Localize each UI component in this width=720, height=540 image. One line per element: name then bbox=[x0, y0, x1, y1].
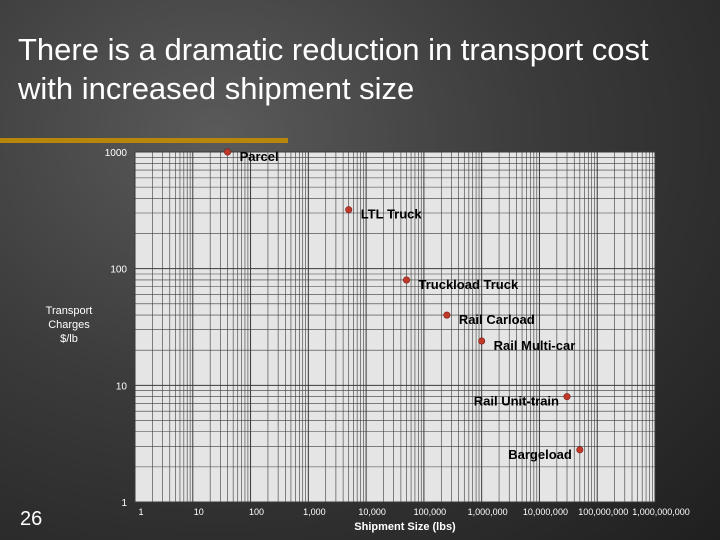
y-axis-label: Transport Charges $/lb bbox=[46, 305, 93, 345]
y-axis-label-line: Transport bbox=[46, 305, 93, 317]
data-point-marker bbox=[224, 148, 232, 156]
y-tick-label: 100 bbox=[110, 265, 127, 276]
x-tick-label: 10 bbox=[194, 507, 204, 517]
data-point-label: LTL Truck bbox=[361, 207, 423, 222]
y-axis-label-line: $/lb bbox=[60, 333, 78, 345]
data-point-label: Rail Multi-car bbox=[494, 338, 576, 353]
data-point-marker bbox=[443, 311, 451, 319]
data-point-marker bbox=[576, 446, 584, 454]
data-points: Parcel LTL Truck Truckload Truck Rail Carlo… bbox=[224, 148, 584, 462]
data-point-marker bbox=[345, 206, 353, 214]
y-axis-label-line: Charges bbox=[48, 319, 90, 331]
data-point-marker bbox=[478, 337, 486, 345]
x-tick-label: 10,000,000 bbox=[523, 507, 568, 517]
x-tick-label: 100 bbox=[249, 507, 264, 517]
x-tick-label: 1,000 bbox=[303, 507, 326, 517]
axis-ticks: 1 10 100 1000 1 10 100 1,000 10,000 100,000 1,000,… bbox=[105, 148, 690, 517]
y-tick-label: 1000 bbox=[105, 148, 128, 159]
slide-number: 26 bbox=[20, 508, 43, 530]
x-tick-label: 1 bbox=[138, 507, 143, 517]
x-tick-label: 1,000,000,000 bbox=[632, 507, 690, 517]
slide-title: There is a dramatic reduction in transpo… bbox=[18, 32, 649, 106]
plot-area bbox=[135, 152, 655, 502]
data-point-marker bbox=[563, 393, 571, 401]
data-point-label: Rail Unit-train bbox=[474, 394, 559, 409]
x-axis-label: Shipment Size (lbs) bbox=[354, 521, 456, 533]
grid bbox=[134, 151, 656, 503]
data-point-label: Truckload Truck bbox=[418, 277, 518, 292]
y-tick-label: 10 bbox=[116, 381, 128, 392]
x-tick-label: 10,000 bbox=[358, 507, 386, 517]
data-point-label: Parcel bbox=[240, 149, 279, 164]
x-tick-label: 100,000 bbox=[414, 507, 447, 517]
x-tick-label: 100,000,000 bbox=[578, 507, 628, 517]
y-tick-label: 1 bbox=[121, 498, 127, 509]
x-tick-label: 1,000,000 bbox=[468, 507, 508, 517]
data-point-label: Rail Carload bbox=[459, 312, 535, 327]
data-point-label: Bargeload bbox=[508, 447, 572, 462]
data-point-marker bbox=[402, 276, 410, 284]
title-underline bbox=[0, 138, 288, 143]
